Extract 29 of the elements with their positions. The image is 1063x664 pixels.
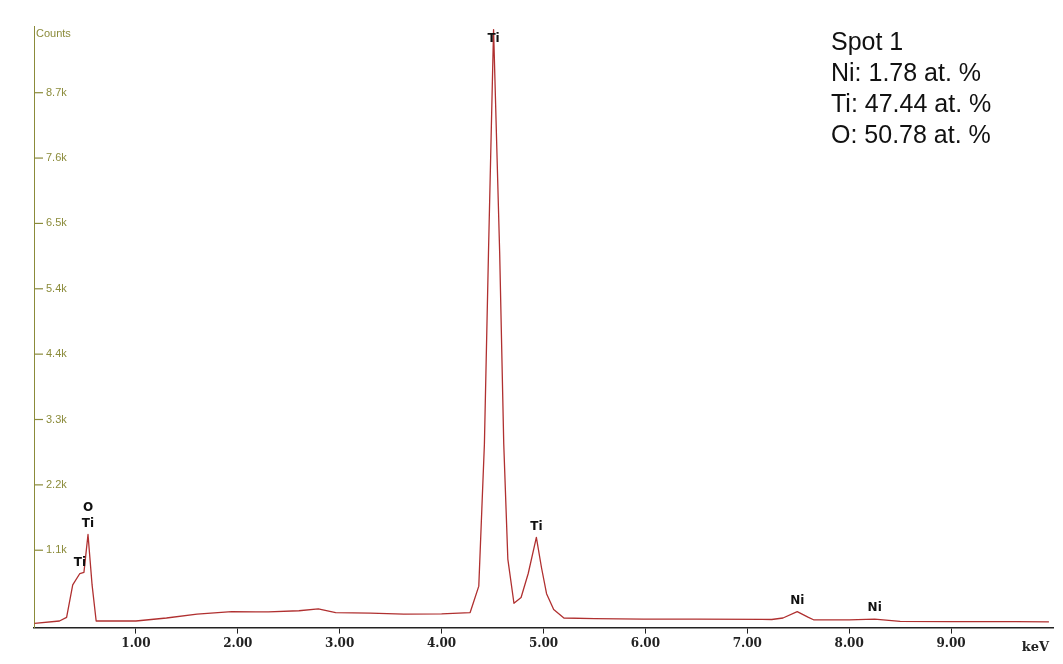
x-tick-label: 5.00 [528, 635, 559, 650]
x-axis-title: keV [1021, 639, 1050, 655]
y-tick-label: 4.4k [46, 347, 68, 360]
y-tick-label: 2.2k [46, 477, 68, 490]
x-tick-label: 1.00 [121, 635, 151, 650]
x-tick-label: 8.00 [834, 635, 864, 650]
y-tick-label: 1.1k [46, 543, 68, 556]
y-tick-label: 8.7k [46, 85, 68, 98]
annotation: Ni [790, 592, 805, 607]
x-tick-label: 2.00 [223, 635, 253, 650]
annotation: Ti [73, 554, 87, 569]
y-tick-label: 3.3k [46, 412, 68, 425]
x-tick-label: 9.00 [936, 635, 966, 650]
y-tick-label: 7.6k [46, 151, 68, 164]
x-tick-label: 3.00 [325, 635, 355, 650]
annotation: O: 50.78 at. % [831, 119, 991, 148]
annotation: Ni [867, 600, 882, 615]
x-tick-label: 6.00 [630, 635, 661, 650]
annotation: Ti [81, 515, 95, 530]
annotation: Ni: 1.78 at. % [831, 57, 982, 86]
annotation: Ti [530, 518, 543, 533]
x-tick-label: 7.00 [732, 635, 762, 650]
annotation: O [82, 499, 94, 514]
y-axis-title: Counts [36, 27, 72, 40]
y-tick-label: 5.4k [46, 281, 68, 294]
annotation: Ti: 47.44 at. % [831, 88, 992, 117]
annotation: Spot 1 [831, 26, 904, 55]
x-tick-label: 4.00 [426, 635, 457, 650]
y-tick-label: 6.5k [46, 216, 68, 229]
